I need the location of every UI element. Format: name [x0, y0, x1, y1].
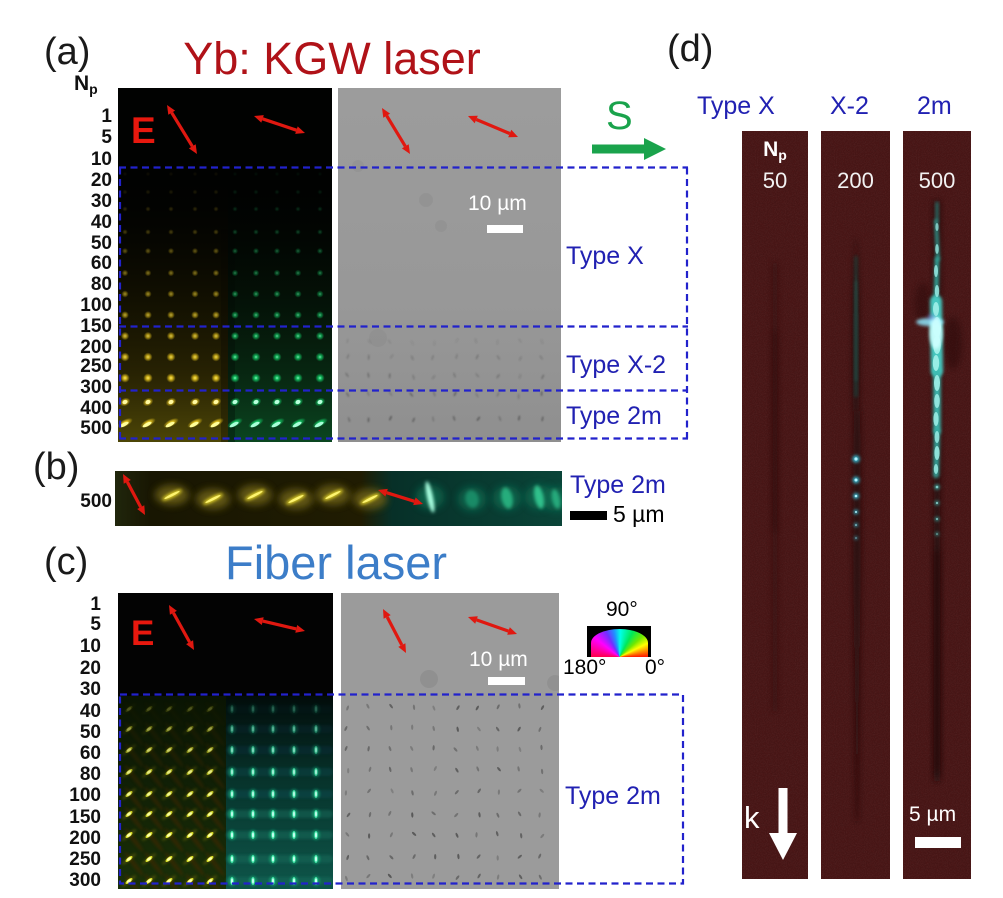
svg-text:10 µm: 10 µm — [468, 192, 527, 215]
svg-text:E: E — [131, 110, 156, 151]
svg-text:10 µm: 10 µm — [469, 648, 528, 671]
svg-text:E: E — [131, 614, 154, 653]
